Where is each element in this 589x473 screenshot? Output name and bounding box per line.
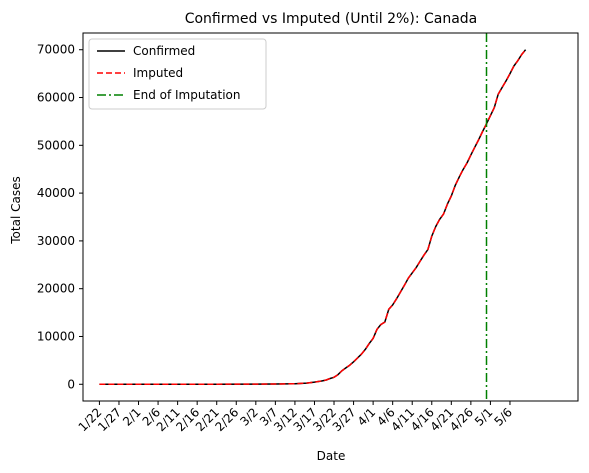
x-tick-label: 2/1 (120, 405, 144, 429)
chart-title: Confirmed vs Imputed (Until 2%): Canada (185, 11, 478, 27)
legend-box (88, 38, 267, 110)
legend-label: Confirmed (133, 44, 195, 58)
x-tick-label: 4/1 (355, 405, 379, 429)
y-tick-label: 50000 (37, 138, 75, 152)
y-tick-label: 40000 (37, 186, 75, 200)
x-tick-label: 5/1 (472, 405, 496, 429)
plot-area (99, 33, 527, 401)
y-axis-label: Total Cases (9, 176, 23, 244)
y-tick-label: 20000 (37, 282, 75, 296)
plot-frame (82, 32, 579, 402)
y-tick-label: 30000 (37, 234, 75, 248)
y-tick-label: 0 (67, 377, 75, 391)
y-tick-label: 70000 (37, 43, 75, 57)
series-line-1 (99, 49, 527, 386)
x-tick-label: 3/2 (237, 405, 261, 429)
legend: Confirmed Imputed End of Imputation (88, 38, 267, 110)
legend-label: Imputed (133, 66, 183, 80)
legend-label: End of Imputation (133, 88, 241, 102)
y-tick-label: 60000 (37, 91, 75, 105)
x-axis-label: Date (317, 449, 346, 463)
y-tick-label: 10000 (37, 329, 75, 343)
x-tick-label: 5/6 (492, 405, 516, 429)
